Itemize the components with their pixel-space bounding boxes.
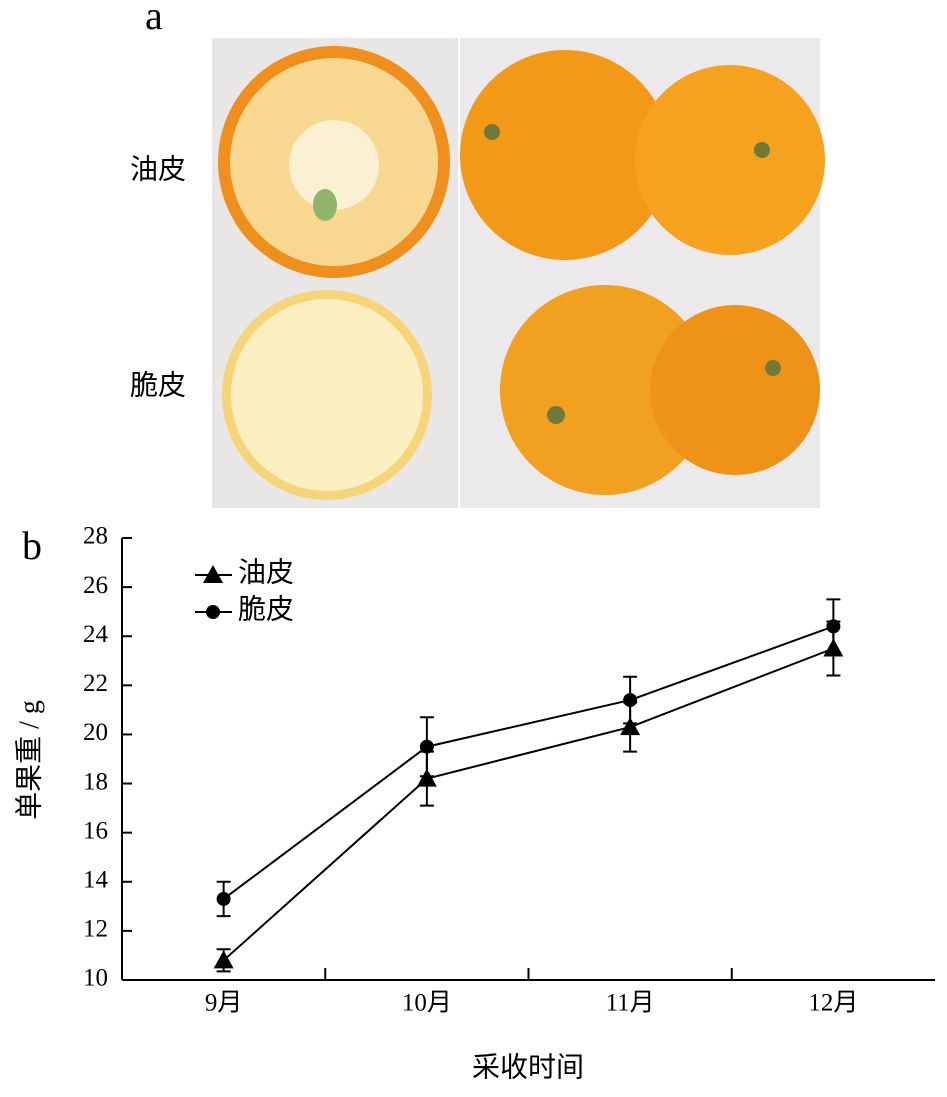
legend-label: 油皮	[238, 556, 294, 588]
y-tick-label: 26	[83, 572, 108, 599]
marker	[416, 768, 437, 787]
row-label: 脆皮	[130, 369, 186, 401]
x-tick-label: 10月	[402, 990, 452, 1017]
y-tick-label: 24	[83, 621, 109, 648]
y-tick-label: 22	[83, 670, 108, 697]
y-tick-label: 28	[83, 523, 108, 550]
legend-label: 脆皮	[238, 593, 294, 625]
marker	[213, 950, 234, 969]
marker	[206, 605, 220, 619]
marker	[623, 693, 638, 708]
y-tick-label: 14	[83, 867, 109, 894]
row-label: 油皮	[130, 153, 186, 185]
panel-label: a	[145, 0, 163, 38]
y-tick-label: 12	[83, 916, 108, 943]
panel-label: b	[22, 523, 42, 568]
photo	[212, 38, 825, 508]
marker	[826, 619, 841, 634]
marker	[620, 717, 641, 736]
y-tick-label: 18	[83, 768, 108, 795]
x-tick-label: 9月	[205, 990, 243, 1017]
marker	[419, 739, 434, 754]
x-tick-label: 12月	[808, 990, 858, 1017]
y-axis-label: 单果重 / g	[13, 700, 45, 820]
y-tick-label: 20	[83, 719, 108, 746]
y-tick-label: 10	[83, 965, 108, 992]
series-line	[223, 625, 834, 900]
series-line	[222, 647, 834, 962]
x-axis-label: 采收时间	[472, 1051, 584, 1083]
x-tick-label: 11月	[606, 990, 655, 1017]
y-tick-label: 16	[83, 817, 108, 844]
marker	[203, 565, 223, 583]
marker	[216, 891, 231, 906]
